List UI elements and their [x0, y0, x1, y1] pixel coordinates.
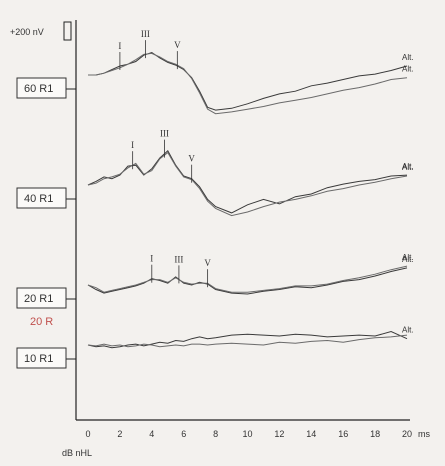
x-unit-label: ms	[418, 429, 430, 439]
trace-1-alt-label-1: Alt.	[402, 163, 414, 172]
scale-bar-box	[63, 21, 72, 41]
trace-0-series-1	[88, 52, 408, 115]
trace-0-peak-0-label: I	[118, 41, 121, 51]
trace-3-label-box	[16, 347, 67, 369]
trace-1-series-0	[87, 150, 408, 214]
trace-0-label: 60 R1	[24, 83, 53, 95]
trace-0-series-0	[88, 51, 408, 111]
trace-0-peak-1-label: III	[141, 29, 150, 39]
trace-1-peak-2-label: V	[188, 154, 195, 164]
trace-0-alt-label-1: Alt.	[402, 65, 414, 74]
x-tick-label-20: 20	[402, 429, 412, 439]
trace-2-sub-label: 20 R	[30, 316, 53, 328]
x-tick-label-4: 4	[149, 429, 154, 439]
trace-1-peak-0-label: I	[131, 140, 134, 150]
trace-2-peak-1-label: III	[174, 254, 183, 264]
trace-1-alt-label-0: Alt.	[402, 162, 414, 171]
x-tick-label-6: 6	[181, 429, 186, 439]
trace-0-peak-2-label: V	[174, 40, 181, 50]
x-tick-label-10: 10	[242, 429, 252, 439]
trace-1-label-box	[16, 187, 67, 209]
trace-3-series-0	[87, 330, 408, 349]
trace-0-label-box	[16, 77, 67, 99]
trace-0-alt-label-0: Alt.	[402, 53, 414, 62]
x-tick-label-2: 2	[117, 429, 122, 439]
x-tick-labels: 0 2 4 6 8 10 12 14 16 18 20	[85, 429, 412, 439]
trace-2-series-1	[87, 265, 408, 293]
y-unit-label: dB nHL	[62, 448, 92, 458]
scale-bar-label: +200 nV	[10, 27, 44, 37]
trace-1-label: 40 R1	[24, 193, 53, 205]
x-tick-label-18: 18	[370, 429, 380, 439]
trace-2-alt-label-1: Alt.	[402, 253, 414, 262]
x-tick-label-16: 16	[338, 429, 348, 439]
x-tick-label-12: 12	[274, 429, 284, 439]
trace-3-series-1	[87, 334, 408, 348]
trace-2-series-0	[87, 267, 408, 295]
trace-2-alt-label-0: Alt.	[402, 255, 414, 264]
trace-1-series-1	[87, 151, 408, 217]
x-tick-label-14: 14	[306, 429, 316, 439]
trace-3-label: 10 R1	[24, 353, 53, 365]
trace-3-alt-label-0: Alt.	[402, 326, 414, 335]
trace-2-peak-0-label: I	[150, 254, 153, 264]
trace-1-peak-1-label: III	[160, 129, 169, 139]
x-tick-label-8: 8	[213, 429, 218, 439]
trace-2-peak-2-label: V	[204, 258, 211, 268]
x-tick-label-0: 0	[85, 429, 90, 439]
trace-2-label-box	[16, 287, 67, 309]
trace-2-label: 20 R1	[24, 293, 53, 305]
